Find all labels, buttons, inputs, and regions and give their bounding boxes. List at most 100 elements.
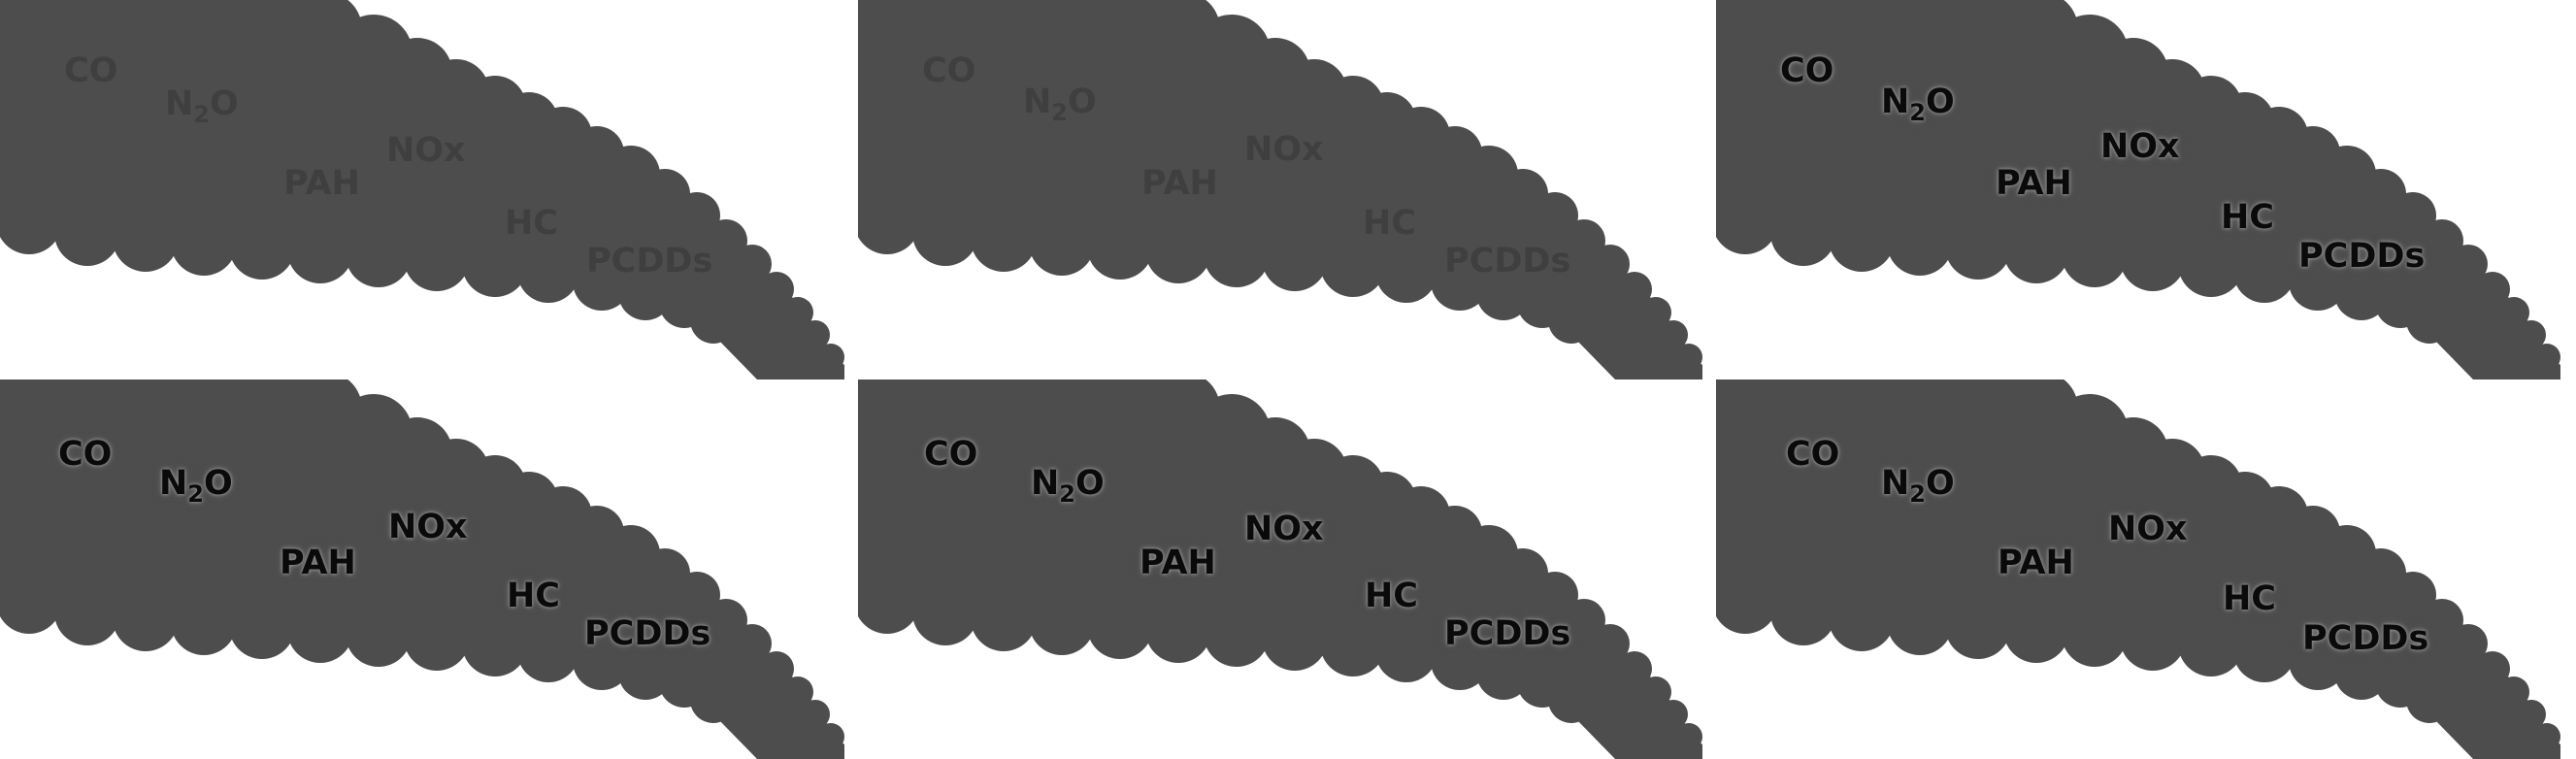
label-pcdds: PCDDs [1444, 614, 1571, 653]
label-co: CO [1780, 51, 1834, 90]
smoke-puff [1607, 334, 1642, 369]
smoke-puff [0, 568, 62, 634]
smoke-puff [2492, 733, 2523, 759]
smoke-puff [705, 219, 747, 262]
smoke-puff [705, 599, 747, 642]
smoke-puff [229, 214, 295, 280]
smoke-puff [971, 585, 1037, 651]
smoke-puff [733, 245, 772, 283]
label-n2o: N2O [1031, 464, 1105, 508]
smoke-puff [0, 188, 62, 254]
smoke-puff [2541, 742, 2560, 759]
smoke-puff [801, 700, 830, 729]
smoke-puff [618, 645, 673, 700]
smoke-panel-top-middle: CO N2O PAH NOx HC PCDDs [858, 0, 1702, 380]
smoke-puff [776, 733, 807, 759]
smoke-puff [2498, 297, 2529, 328]
smoke-puff [858, 188, 920, 254]
smoke-puff [759, 272, 794, 307]
smoke-puff [759, 651, 794, 686]
smoke-puff [1087, 593, 1153, 659]
smoke-puff [2449, 624, 2488, 663]
smoke-puff [1145, 217, 1211, 283]
smoke-puff [2334, 266, 2389, 320]
smoke-puff [1563, 219, 1605, 262]
smoke-puff [674, 572, 720, 618]
label-nox: NOx [386, 131, 466, 170]
smoke-puff [733, 624, 772, 663]
smoke-puff [971, 206, 1037, 272]
smoke-puff [618, 266, 673, 320]
smoke-puff [1029, 589, 1095, 655]
label-hc: HC [507, 577, 560, 615]
label-pah: PAH [1139, 544, 1216, 582]
smoke-puff [825, 742, 844, 759]
label-pcdds: PCDDs [584, 614, 711, 653]
smoke-puff [749, 334, 784, 369]
smoke-puff [1617, 651, 1652, 686]
smoke-puff [1029, 210, 1095, 276]
smoke-puff [171, 589, 237, 655]
smoke-puff [1640, 676, 1671, 708]
smoke-puff [1591, 245, 1630, 283]
smoke-puff [1770, 200, 1836, 266]
label-n2o: N2O [1023, 82, 1097, 126]
label-n2o: N2O [165, 84, 239, 128]
smoke-puff [2120, 605, 2186, 671]
smoke-puff [1716, 568, 1778, 634]
label-pah: PAH [1996, 164, 2072, 203]
smoke-puff [2492, 353, 2523, 380]
smoke-puff [113, 206, 179, 272]
smoke-puff [462, 610, 528, 676]
smoke-puff [2003, 217, 2069, 283]
smoke-puff [912, 579, 978, 645]
smoke-puff [2233, 241, 2295, 303]
smoke-puff [2541, 362, 2560, 380]
smoke-puff [2421, 219, 2463, 262]
smoke-puff [2390, 192, 2436, 239]
label-nox: NOx [1244, 130, 1324, 169]
smoke-puff [674, 192, 720, 239]
label-co: CO [58, 435, 113, 474]
label-co: CO [1786, 435, 1840, 474]
smoke-puff [1320, 610, 1386, 676]
label-hc: HC [2221, 198, 2274, 237]
smoke-puff [2233, 620, 2295, 682]
smoke-puff [517, 241, 579, 303]
smoke-puff [346, 221, 412, 287]
label-co: CO [922, 51, 976, 90]
smoke-panel-bottom-left: CO N2O PAH NOx HC PCDDs [0, 380, 844, 759]
smoke-cloud-shape [0, 380, 844, 759]
smoke-puff [1320, 231, 1386, 297]
smoke-puff [2465, 334, 2500, 369]
label-pah: PAH [1141, 164, 1218, 203]
smoke-puff [1634, 353, 1665, 380]
smoke-puff [2334, 645, 2389, 700]
smoke-puff [1945, 593, 2011, 659]
smoke-puff [1262, 225, 1328, 291]
smoke-puff [2498, 676, 2529, 708]
smoke-puff [2178, 610, 2244, 676]
label-pah: PAH [283, 164, 360, 203]
smoke-puff [1945, 214, 2011, 280]
smoke-puff [782, 676, 813, 708]
smoke-puff [2003, 597, 2069, 663]
smoke-puff [573, 632, 631, 690]
smoke-puff [404, 605, 470, 671]
smoke-puff [287, 217, 353, 283]
smoke-puff [1617, 272, 1652, 307]
label-n2o: N2O [1881, 464, 1955, 508]
smoke-puff [171, 210, 237, 276]
smoke-puff [2120, 225, 2186, 291]
smoke-puff [54, 200, 120, 266]
smoke-puff [1262, 605, 1328, 671]
smoke-puff [2517, 320, 2546, 349]
smoke-puff [2289, 632, 2347, 690]
smoke-puff [573, 252, 631, 311]
label-pah: PAH [280, 544, 356, 582]
smoke-puff [346, 601, 412, 667]
smoke-puff [2475, 272, 2510, 307]
smoke-puff [2390, 572, 2436, 618]
label-pah: PAH [1998, 544, 2074, 582]
